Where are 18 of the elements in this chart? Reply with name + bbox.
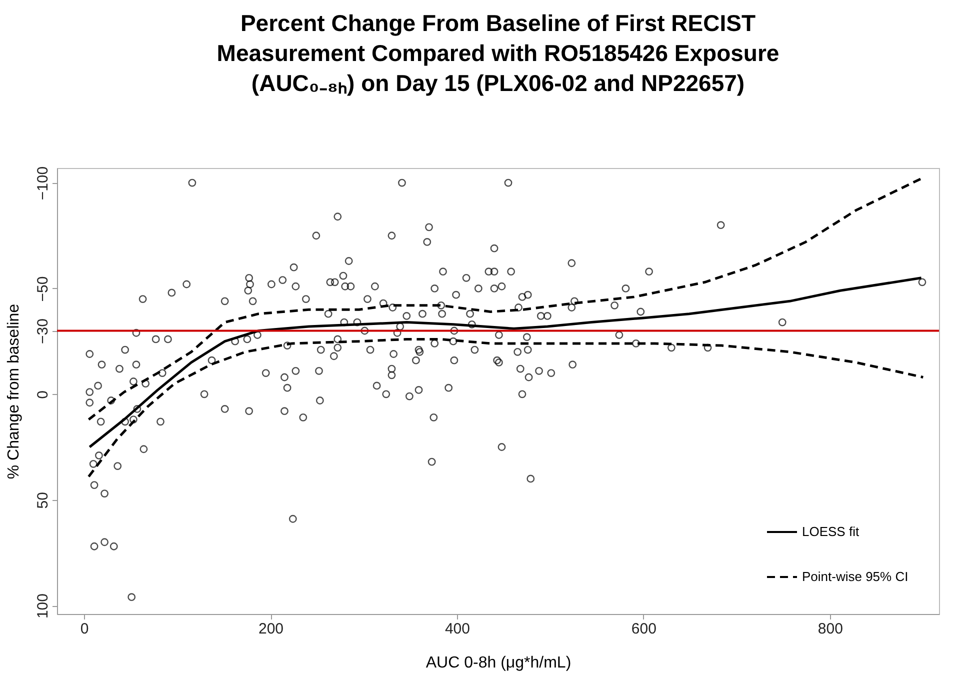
y-tick-label: 0 bbox=[34, 390, 52, 399]
x-tick-label: 200 bbox=[258, 620, 284, 638]
legend-label: LOESS fit bbox=[802, 524, 860, 539]
y-tick-label: 100 bbox=[34, 594, 52, 619]
y-tick-label: −30 bbox=[34, 318, 52, 344]
x-tick-label: 600 bbox=[631, 620, 656, 638]
line-series bbox=[87, 177, 923, 421]
chart-title: Percent Change From Baseline of First RECIST Measurement Compared with RO5185426 Exposure (AUC₀₋₈ₕ) on Day 15 (PLX06-02 and NP22657) bbox=[216, 10, 780, 96]
legend-label: Point-wise 95% CI bbox=[802, 569, 908, 584]
x-tick-label: 800 bbox=[818, 620, 843, 638]
y-axis-title: % Change from baseline bbox=[6, 304, 22, 480]
x-tick-label: 0 bbox=[80, 620, 89, 638]
y-tick-label: 50 bbox=[34, 492, 52, 509]
x-tick-label: 400 bbox=[444, 620, 470, 638]
line-series bbox=[88, 276, 923, 448]
y-tick-label: −100 bbox=[34, 166, 52, 200]
x-axis-title: AUC 0-8h (μg*h/mL) bbox=[426, 654, 572, 672]
y-tick-label: −50 bbox=[34, 276, 52, 302]
